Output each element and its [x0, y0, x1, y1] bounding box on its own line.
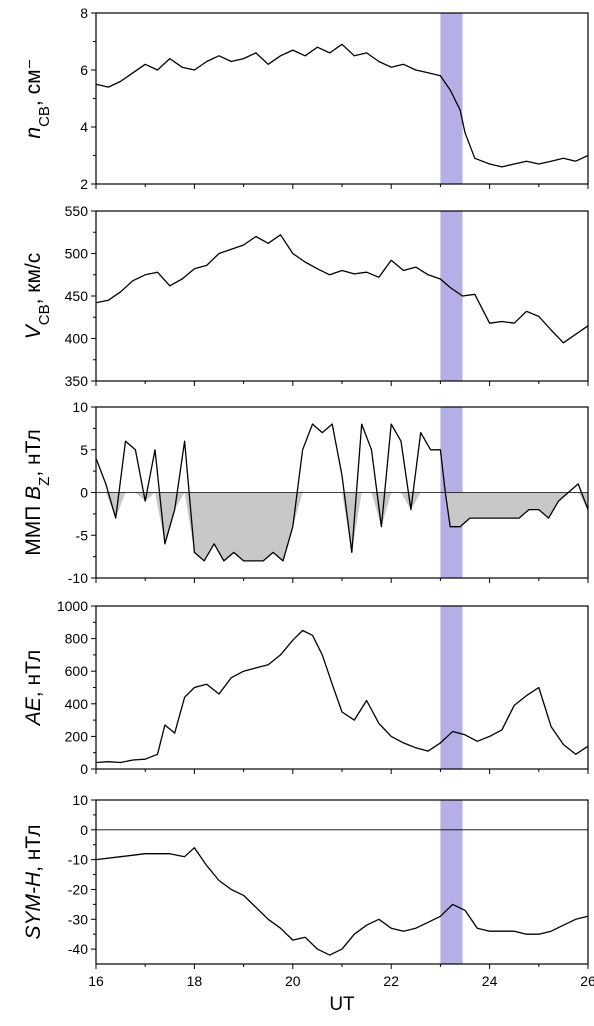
x-tick-label: 16 [88, 973, 104, 989]
x-tick-label: 22 [383, 973, 399, 989]
plot-frame [95, 210, 589, 382]
y-label-variable: AE [22, 696, 45, 727]
y-tick-label: 0 [80, 761, 88, 777]
y-label-variable: SYM-H [22, 871, 45, 940]
y-tick-label: 2 [80, 176, 88, 192]
x-tick-label: 26 [580, 973, 594, 989]
y-tick-label: -10 [68, 852, 88, 868]
y-axis-label: nСВ, см⁻ [22, 58, 53, 138]
x-tick-label: 18 [187, 973, 203, 989]
y-tick-label: 6 [80, 62, 88, 78]
y-tick-label: 10 [72, 399, 88, 415]
y-axis-label: SYM-H, нТл [22, 824, 45, 939]
y-tick-label: 400 [65, 696, 89, 712]
y-tick-label: 4 [80, 119, 88, 135]
plot-frame [95, 605, 589, 770]
y-tick-label: 400 [65, 331, 89, 347]
y-axis-label: AE, нТл [22, 650, 45, 727]
series-line [95, 234, 589, 344]
plot-frame [95, 799, 589, 965]
panel-V: 350 400 450 500 550 VСВ, км/с [22, 203, 589, 389]
y-label-unit: , нТл [22, 650, 45, 697]
panel-Bz: -10 -5 0 5 10 ММП BZ, нТл [22, 399, 589, 586]
y-tick-label: -10 [68, 570, 88, 586]
series-line [95, 629, 589, 764]
y-tick-label: 500 [65, 246, 89, 262]
y-tick-label: 600 [65, 663, 89, 679]
panel-SYM-H: -40 -30 -20 -10 0 10 SYM-H, нТл [22, 792, 589, 969]
highlight-band [440, 800, 463, 964]
y-tick-label: 10 [72, 792, 88, 808]
y-tick-label: 5 [80, 442, 88, 458]
y-label-variable: n [22, 127, 45, 139]
x-axis-label: UT [329, 994, 355, 1015]
y-label-subscript: СВ [36, 106, 53, 127]
y-tick-label: 8 [80, 5, 88, 21]
y-label-subscript: СВ [36, 304, 53, 325]
y-label-subscript: Z [36, 477, 53, 486]
y-tick-label: -20 [68, 881, 88, 897]
y-tick-label: 0 [80, 822, 88, 838]
highlight-band [440, 13, 463, 184]
y-axis-label: VСВ, км/с [22, 253, 53, 340]
y-tick-label: -30 [68, 911, 88, 927]
y-tick-label: 450 [65, 288, 89, 304]
y-tick-label: 1000 [57, 598, 88, 614]
highlight-band [440, 606, 463, 769]
y-label-unit: , нТл [22, 824, 45, 871]
y-label-variable: V [22, 323, 45, 339]
y-tick-label: 200 [65, 728, 89, 744]
series-line [95, 423, 589, 562]
negative-area [96, 492, 588, 561]
y-label-variable: B [22, 486, 45, 500]
y-label-unit: , км/с [22, 253, 45, 305]
y-tick-label: 550 [65, 203, 89, 219]
y-tick-label: 350 [65, 373, 89, 389]
y-tick-label: -5 [76, 527, 89, 543]
series-line [95, 43, 589, 168]
x-tick-label: 24 [482, 973, 498, 989]
plot-frame [95, 12, 589, 185]
y-tick-label: 800 [65, 631, 89, 647]
y-label-unit: , нТл [22, 429, 45, 476]
series-line [95, 847, 589, 956]
x-tick-label: 20 [285, 973, 301, 989]
y-tick-label: 0 [80, 485, 88, 501]
y-tick-label: -40 [68, 941, 88, 957]
y-axis-label: ММП BZ, нТл [22, 429, 53, 556]
y-label-prefix: ММП [22, 500, 45, 556]
y-label-unit: , см⁻ [22, 58, 45, 106]
panel-n: 2 4 6 8 nСВ, см⁻ [22, 5, 589, 192]
panel-AE: 0 200 400 600 800 1000 AE, нТл [22, 598, 589, 777]
highlight-band [440, 211, 463, 381]
